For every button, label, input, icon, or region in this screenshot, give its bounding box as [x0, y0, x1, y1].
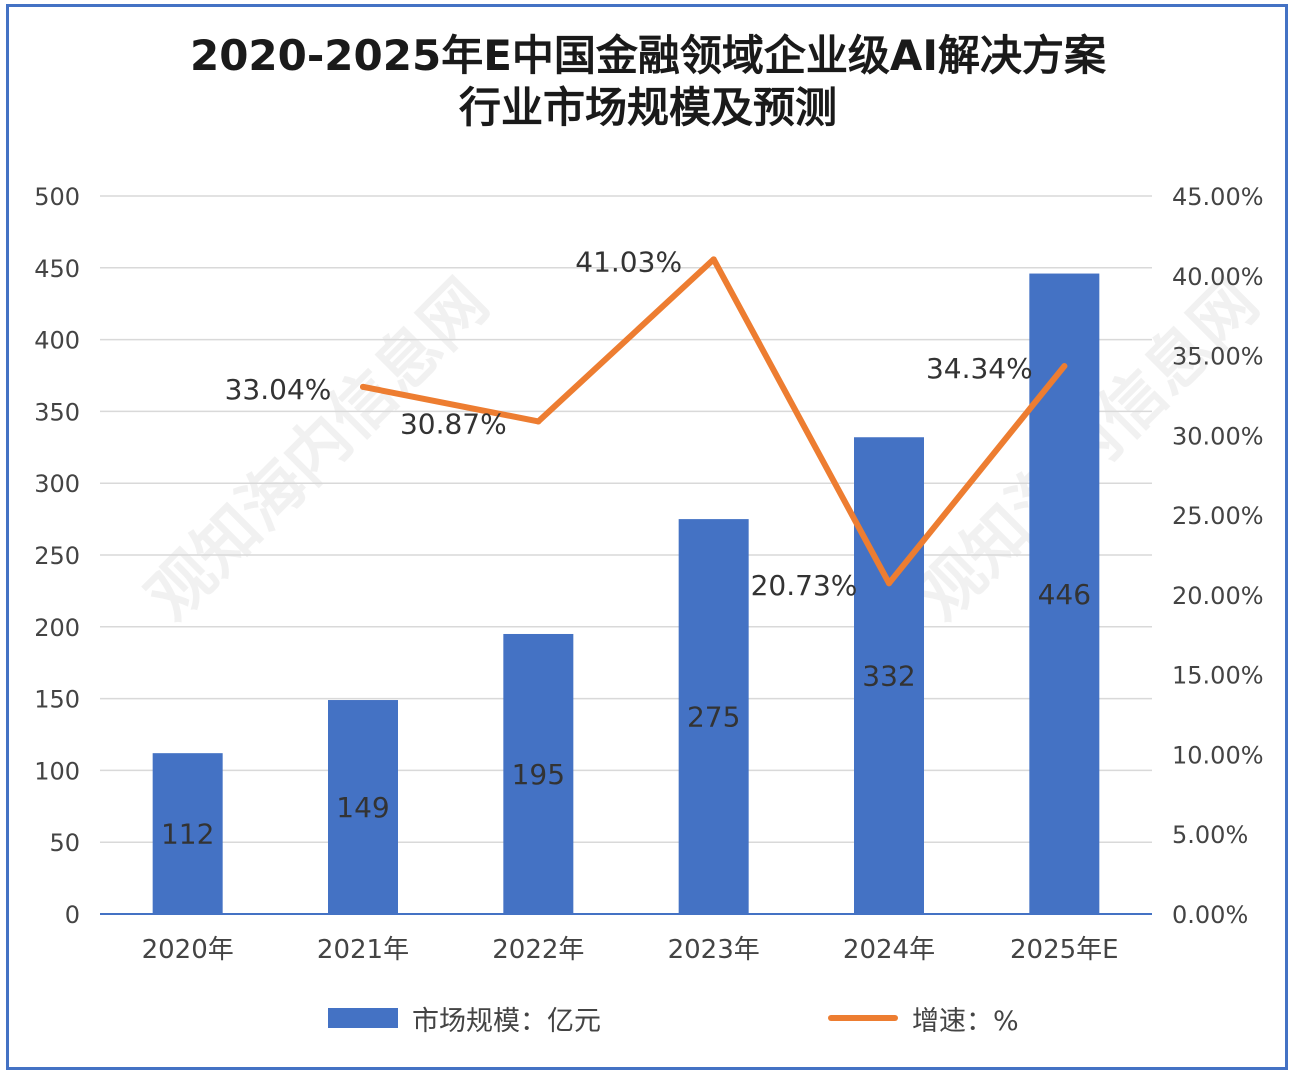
y-right-tick-label: 35.00%	[1172, 343, 1264, 371]
chart-legend: 市场规模：亿元 增速：%	[0, 998, 1296, 1038]
line-data-label: 20.73%	[751, 569, 858, 602]
y-right-tick-label: 25.00%	[1172, 502, 1264, 530]
bar	[503, 633, 574, 914]
line-point	[710, 256, 717, 263]
legend-bar-label: 市场规模：亿元	[412, 1005, 601, 1037]
bar-data-label: 149	[336, 791, 389, 824]
y-right-tick-label: 0.00%	[1172, 901, 1248, 929]
y-right-tick-label: 15.00%	[1172, 662, 1264, 690]
bar-data-label: 275	[687, 701, 740, 734]
bar-data-label: 446	[1038, 578, 1091, 611]
x-tick-label: 2020年	[142, 935, 234, 965]
line-point	[535, 418, 542, 425]
y-left-tick-label: 500	[34, 183, 80, 211]
chart-title: 2020-2025年E中国金融领域企业级AI解决方案 行业市场规模及预测	[0, 30, 1296, 134]
y-left-tick-label: 400	[34, 327, 80, 355]
y-left-tick-label: 150	[34, 686, 80, 714]
y-right-tick-label: 20.00%	[1172, 582, 1264, 610]
bar	[854, 437, 924, 914]
y-left-tick-label: 200	[34, 614, 80, 642]
chart-title-line-1: 2020-2025年E中国金融领域企业级AI解决方案	[189, 31, 1107, 80]
line-data-label: 33.04%	[225, 373, 332, 406]
y-left-tick-label: 450	[34, 255, 80, 283]
y-right-tick-label: 30.00%	[1172, 422, 1264, 450]
y-left-tick-label: 100	[34, 757, 80, 785]
x-tick-label: 2024年	[843, 935, 935, 965]
legend-bar-swatch	[328, 1008, 398, 1028]
y-right-tick-label: 40.00%	[1172, 263, 1264, 291]
legend-line-label: 增速：%	[912, 1005, 1019, 1037]
x-tick-label: 2023年	[668, 935, 760, 965]
legend-item-line: 增速：%	[828, 998, 1019, 1038]
y-right-tick-label: 5.00%	[1172, 821, 1248, 849]
y-left-tick-label: 0	[65, 901, 80, 929]
line-data-label: 34.34%	[926, 352, 1033, 385]
bar	[678, 519, 749, 914]
y-left-tick-label: 250	[34, 542, 80, 570]
y-left-tick-label: 50	[49, 829, 80, 857]
legend-line-swatch	[828, 1015, 898, 1021]
bar	[1029, 273, 1100, 914]
y-left-tick-label: 300	[34, 470, 80, 498]
bar	[328, 700, 398, 914]
y-right-tick-label: 45.00%	[1172, 183, 1264, 211]
bar-data-label: 112	[161, 818, 214, 851]
y-right-tick-label: 10.00%	[1172, 741, 1264, 769]
legend-item-bar: 市场规模：亿元	[328, 998, 601, 1038]
line-point	[360, 383, 366, 390]
x-tick-label: 2025年E	[1010, 935, 1119, 965]
y-left-tick-label: 350	[34, 398, 80, 426]
line-point	[1061, 363, 1068, 370]
line-data-label: 30.87%	[400, 407, 507, 440]
bar	[152, 753, 223, 914]
line-data-label: 41.03%	[575, 245, 682, 278]
bar-data-label: 195	[512, 758, 565, 791]
chart-title-line-2: 行业市场规模及预测	[458, 83, 837, 132]
x-tick-label: 2021年	[317, 935, 409, 965]
x-tick-label: 2022年	[492, 935, 584, 965]
line-point	[886, 580, 892, 587]
bar-data-label: 332	[862, 660, 915, 693]
